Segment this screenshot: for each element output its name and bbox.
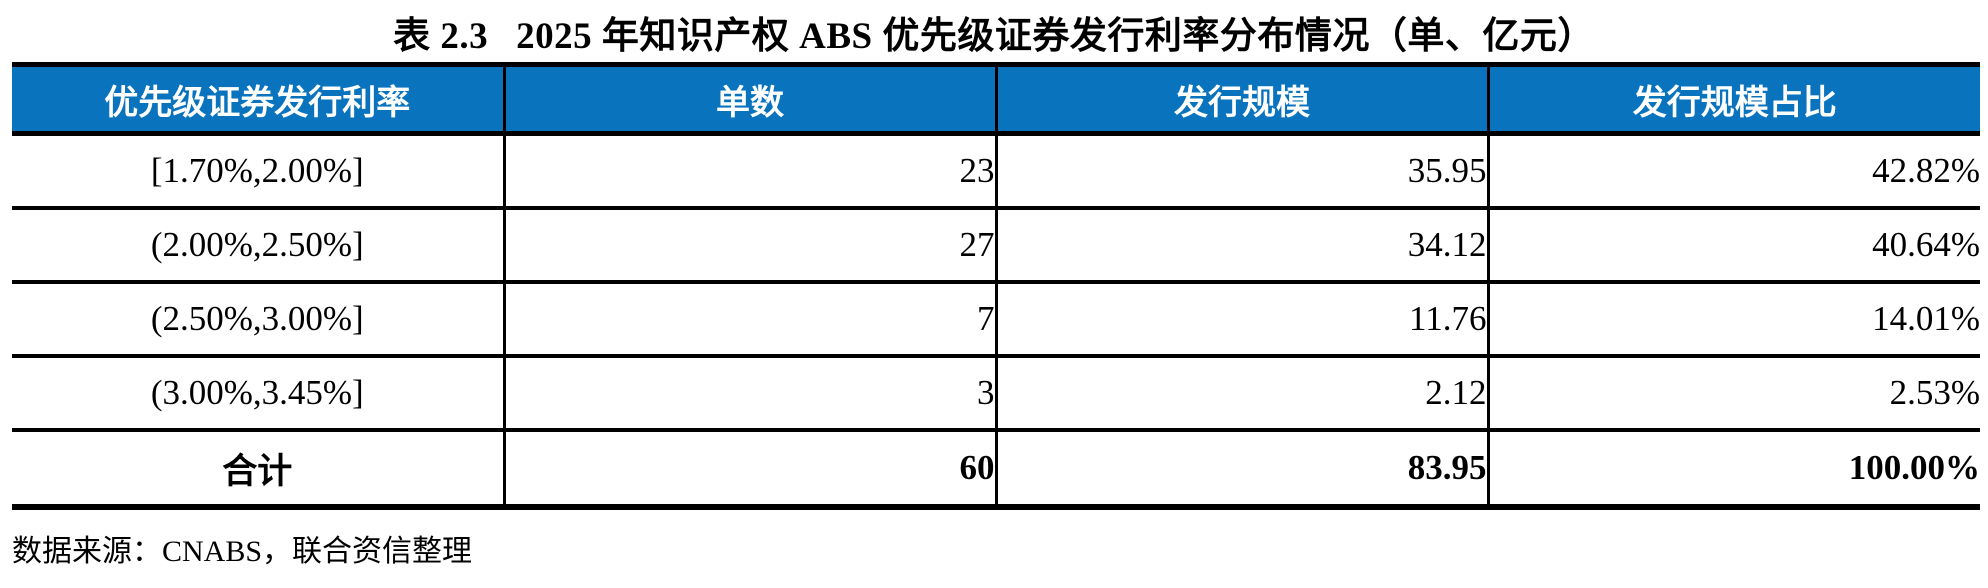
cell-deal-count: 7 [502,282,996,358]
data-source-note: 数据来源：CNABS，联合资信整理 [12,535,473,568]
table-row: (3.00%,3.45%] 3 2.12 2.53% [12,356,1980,432]
cell-rate-range: (2.00%,2.50%] [12,208,504,284]
column-header-scale-share: 发行规模占比 [1486,62,1980,136]
cell-deal-count: 3 [502,356,996,432]
table-row: (2.00%,2.50%] 27 34.12 40.64% [12,208,1980,284]
cell-total-label: 合计 [12,430,504,510]
cell-issue-scale: 35.95 [994,133,1488,210]
cell-scale-share: 2.53% [1486,356,1980,432]
page-title: 表 2.3 2025 年知识产权 ABS 优先级证券发行利率分布情况（单、亿元） [0,0,1988,62]
table-title-text: 2025 年知识产权 ABS 优先级证券发行利率分布情况（单、亿元） [516,16,1595,57]
cell-rate-range: (3.00%,3.45%] [12,356,504,432]
cell-deal-count: 27 [502,208,996,284]
cell-issue-scale: 11.76 [994,282,1488,358]
cell-deal-count: 23 [502,133,996,210]
cell-total-count: 60 [502,430,996,510]
cell-rate-range: (2.50%,3.00%] [12,282,504,358]
cell-scale-share: 40.64% [1486,208,1980,284]
table-number: 表 2.3 [393,16,489,57]
cell-scale-share: 42.82% [1486,133,1980,210]
cell-scale-share: 14.01% [1486,282,1980,358]
cell-rate-range: [1.70%,2.00%] [12,133,504,210]
column-header-rate-range: 优先级证券发行利率 [12,62,504,136]
report-table-page: 表 2.3 2025 年知识产权 ABS 优先级证券发行利率分布情况（单、亿元）… [0,0,1988,568]
rate-distribution-table: 优先级证券发行利率 单数 发行规模 发行规模占比 [1.70%,2.00%] 2… [12,62,1980,510]
column-header-issue-scale: 发行规模 [994,62,1488,136]
table-row: [1.70%,2.00%] 23 35.95 42.82% [12,133,1980,210]
table-total-row: 合计 60 83.95 100.00% [12,430,1980,510]
cell-total-share: 100.00% [1486,430,1980,510]
table-row: (2.50%,3.00%] 7 11.76 14.01% [12,282,1980,358]
header-row: 优先级证券发行利率 单数 发行规模 发行规模占比 [12,62,1980,136]
cell-issue-scale: 2.12 [994,356,1488,432]
cell-issue-scale: 34.12 [994,208,1488,284]
column-header-deal-count: 单数 [502,62,996,136]
cell-total-scale: 83.95 [994,430,1488,510]
